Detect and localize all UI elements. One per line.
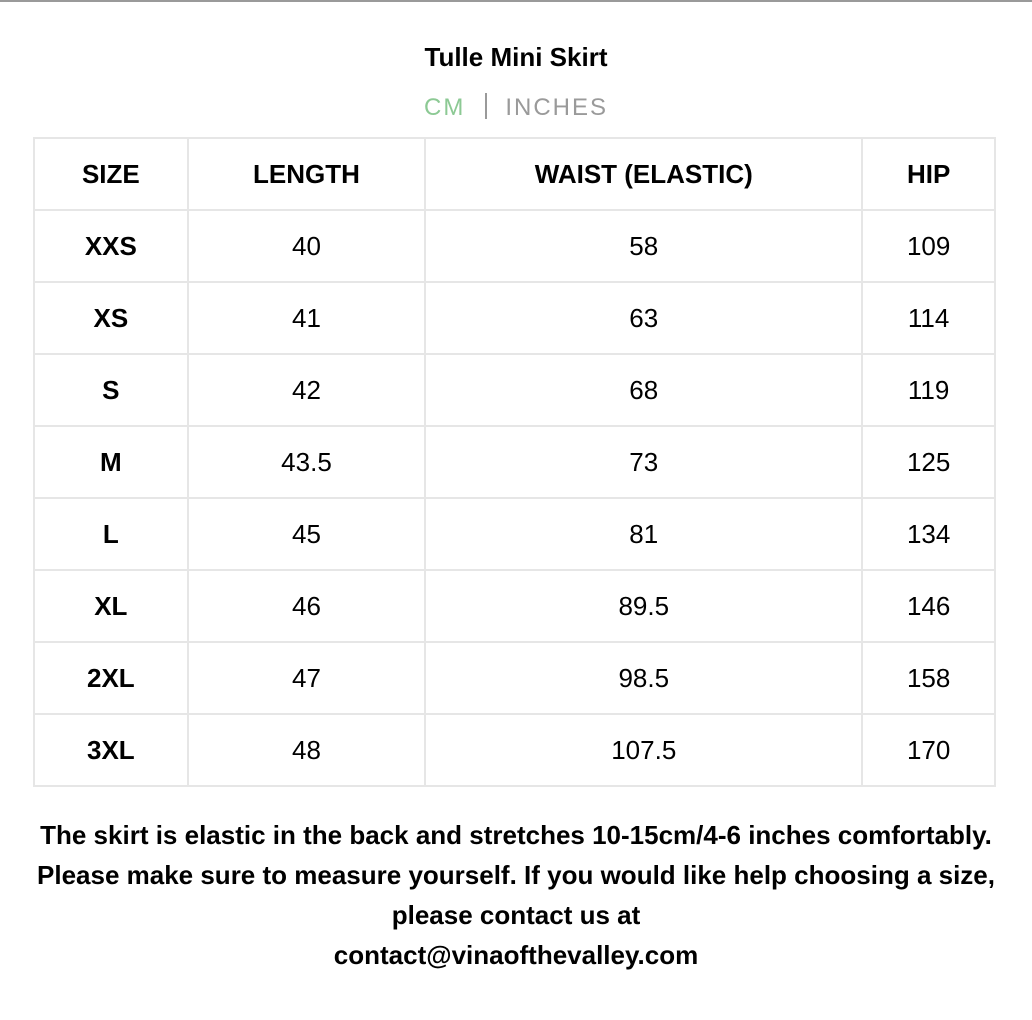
column-header: SIZE [33, 137, 189, 211]
size-cell: XL [33, 569, 189, 643]
size-cell: XXS [33, 209, 189, 283]
measurement-cell: 48 [186, 713, 427, 787]
measurement-cell: 42 [186, 353, 427, 427]
size-cell: 2XL [33, 641, 189, 715]
table-row: XL 46 89.5 146 [33, 569, 996, 643]
size-cell: S [33, 353, 189, 427]
measurement-cell: 73 [424, 425, 864, 499]
size-cell: M [33, 425, 189, 499]
unit-cm-tab[interactable]: CM [423, 94, 466, 121]
measurement-cell: 46 [186, 569, 427, 643]
table-row: 3XL 48 107.5 170 [33, 713, 996, 787]
measurement-cell: 134 [861, 497, 996, 571]
size-cell: L [33, 497, 189, 571]
measurement-cell: 45 [186, 497, 427, 571]
size-cell: 3XL [33, 713, 189, 787]
measurement-cell: 170 [861, 713, 996, 787]
measurement-cell: 109 [861, 209, 996, 283]
measurement-cell: 63 [424, 281, 864, 355]
unit-separator [485, 93, 488, 119]
table-row: XXS 40 58 109 [33, 209, 996, 283]
measurement-cell: 58 [424, 209, 864, 283]
size-chart-table: SIZE LENGTH WAIST (ELASTIC) HIP XXS 40 58 109 X… [33, 137, 996, 787]
measurement-cell: 40 [186, 209, 427, 283]
table-row: M 43.5 73 125 [33, 425, 996, 499]
measurement-cell: 146 [861, 569, 996, 643]
measurement-cell: 43.5 [186, 425, 427, 499]
measurement-cell: 68 [424, 353, 864, 427]
table-row: XS 41 63 114 [33, 281, 996, 355]
size-cell: XS [33, 281, 189, 355]
unit-toggle: CM INCHES [0, 93, 1032, 122]
top-divider [0, 0, 1032, 2]
measurement-cell: 89.5 [424, 569, 864, 643]
column-header: WAIST (ELASTIC) [424, 137, 864, 211]
measurement-cell: 98.5 [424, 641, 864, 715]
measurement-cell: 125 [861, 425, 996, 499]
table-header-row: SIZE LENGTH WAIST (ELASTIC) HIP [33, 137, 996, 211]
unit-inches-tab[interactable]: INCHES [505, 94, 608, 121]
measurement-cell: 41 [186, 281, 427, 355]
measurement-cell: 81 [424, 497, 864, 571]
measurement-cell: 47 [186, 641, 427, 715]
size-note: The skirt is elastic in the back and str… [20, 815, 1012, 975]
column-header: HIP [861, 137, 996, 211]
table-row: 2XL 47 98.5 158 [33, 641, 996, 715]
table-row: L 45 81 134 [33, 497, 996, 571]
measurement-cell: 114 [861, 281, 996, 355]
measurement-cell: 119 [861, 353, 996, 427]
page-title: Tulle Mini Skirt [424, 42, 608, 72]
measurement-cell: 158 [861, 641, 996, 715]
column-header: LENGTH [186, 137, 427, 211]
note-text: The skirt is elastic in the back and str… [37, 820, 995, 930]
table-row: S 42 68 119 [33, 353, 996, 427]
contact-email-link[interactable]: contact@vinaofthevalley.com [333, 940, 699, 970]
measurement-cell: 107.5 [424, 713, 864, 787]
